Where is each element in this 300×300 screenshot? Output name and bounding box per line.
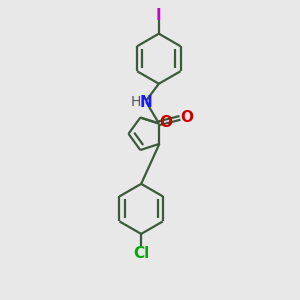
Text: O: O [180,110,193,125]
Text: Cl: Cl [133,246,149,261]
Text: N: N [140,94,152,110]
Text: I: I [156,8,162,23]
Text: H: H [131,95,141,109]
Text: O: O [159,115,172,130]
